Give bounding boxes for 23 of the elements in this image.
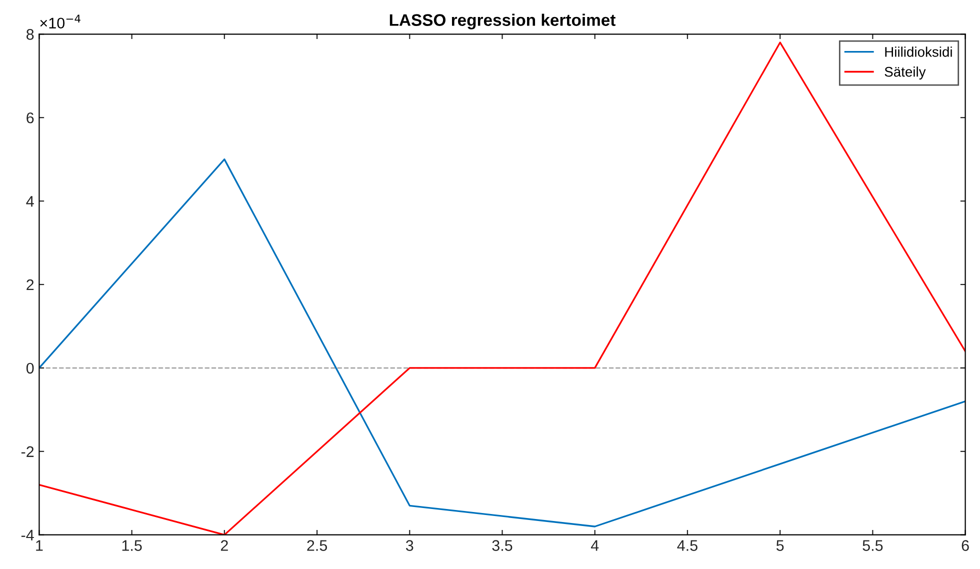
legend-label: Säteily [884,66,926,80]
x-tick-label: 1.5 [122,540,142,551]
x-tick-label: 5 [776,540,784,551]
x-tick-label: 3.5 [492,540,512,551]
x-tick-label: 2 [220,540,228,551]
y-tick-label: 6 [26,112,34,124]
y-tick-label: 8 [26,29,34,40]
y-tick-label: 0 [26,362,34,374]
x-tick-label: 5.5 [862,540,883,551]
x-tick-label: 4.5 [677,540,698,551]
y-tick-label: -4 [21,530,34,540]
x-tick-label: 3 [406,540,414,551]
y-tick-label: 4 [26,196,34,207]
x-tick-label: 2.5 [307,540,328,551]
x-tick-label: 1 [36,540,43,551]
legend-label: Hiilidioksidi [885,46,952,57]
y-tick-label: -2 [21,446,34,457]
y-tick-label: 2 [26,279,34,290]
line-series [39,158,966,528]
x-tick-label: 4 [590,540,599,551]
x-tick-label: 6 [962,540,969,551]
chart-title: LASSO regression kertoimet [390,14,616,30]
text: ×10$^{−4}$ [40,14,80,29]
